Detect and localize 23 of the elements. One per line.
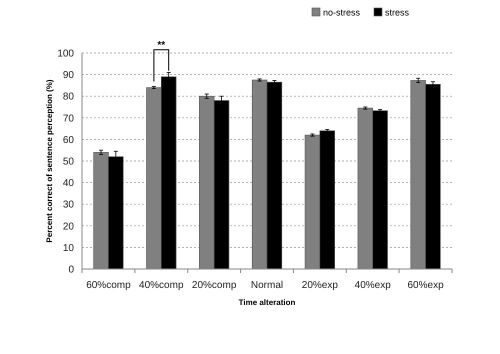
x-tick-label: 40%comp bbox=[139, 280, 184, 291]
y-tick-label: 0 bbox=[68, 264, 74, 276]
y-tick-label: 20 bbox=[62, 221, 74, 232]
y-tick-label: 70 bbox=[62, 113, 74, 124]
legend-label: stress bbox=[385, 8, 410, 18]
x-tick-label: Normal bbox=[250, 280, 284, 291]
x-tick-label: 20%exp bbox=[302, 280, 338, 291]
legend-label: no-stress bbox=[323, 8, 361, 18]
y-tick-label: 80 bbox=[62, 92, 74, 103]
y-tick-label: 30 bbox=[62, 200, 74, 211]
text: ** bbox=[157, 40, 166, 51]
y-tick-label: 60 bbox=[62, 134, 74, 146]
y-tick-label: 100 bbox=[57, 48, 74, 60]
x-tick-label: 60%exp bbox=[408, 280, 444, 291]
y-tick-label: 10 bbox=[62, 242, 74, 254]
y-axis-title: Percent correct of sentence perception (%) bbox=[45, 79, 54, 243]
y-tick-label: 50 bbox=[62, 156, 74, 168]
x-tick-label: 60%comp bbox=[86, 280, 132, 291]
x-axis-title: Time alteration bbox=[238, 298, 296, 307]
y-tick-label: 40 bbox=[62, 178, 74, 190]
x-tick-label: 40%exp bbox=[354, 280, 392, 291]
x-tick-label: 20%comp bbox=[192, 280, 237, 291]
y-tick-label: 90 bbox=[62, 70, 74, 82]
